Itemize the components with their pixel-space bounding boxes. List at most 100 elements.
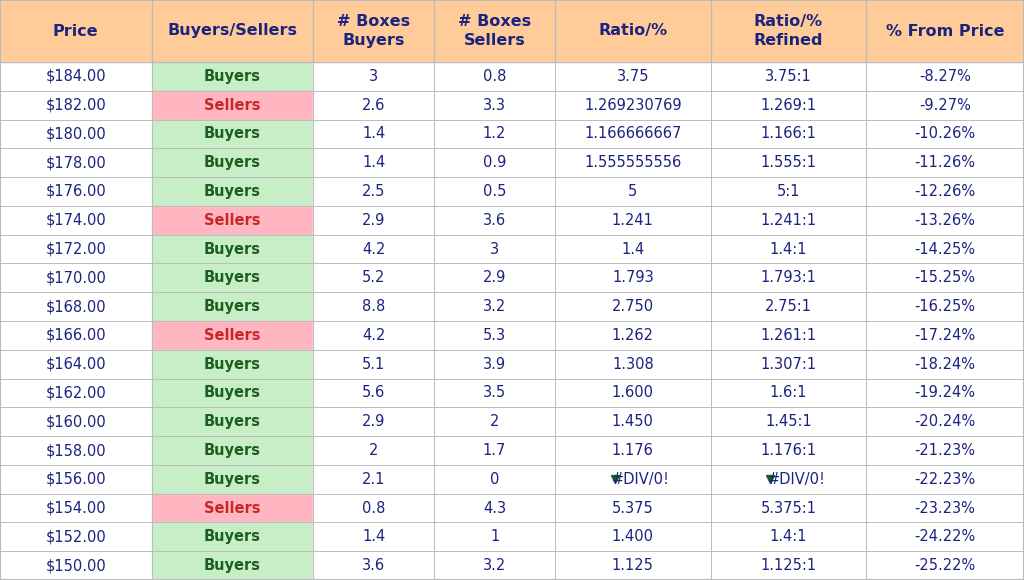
Text: 1.241: 1.241 xyxy=(612,213,653,228)
Text: # Boxes
Sellers: # Boxes Sellers xyxy=(458,14,531,48)
Text: 3.3: 3.3 xyxy=(483,97,506,113)
Text: Sellers: Sellers xyxy=(204,328,261,343)
Text: 5.1: 5.1 xyxy=(362,357,385,372)
Text: -8.27%: -8.27% xyxy=(920,69,971,84)
Text: Sellers: Sellers xyxy=(204,213,261,228)
Text: $154.00: $154.00 xyxy=(45,501,106,516)
Text: 2: 2 xyxy=(489,414,500,429)
Text: Buyers: Buyers xyxy=(204,126,261,142)
Text: 1.2: 1.2 xyxy=(483,126,506,142)
Text: 3.2: 3.2 xyxy=(483,299,506,314)
Text: -14.25%: -14.25% xyxy=(914,241,976,256)
Text: 1.269230769: 1.269230769 xyxy=(584,97,682,113)
Text: $150.00: $150.00 xyxy=(45,558,106,573)
Text: $156.00: $156.00 xyxy=(45,472,106,487)
Text: 1.308: 1.308 xyxy=(612,357,653,372)
Text: Buyers: Buyers xyxy=(204,299,261,314)
Text: -21.23%: -21.23% xyxy=(914,443,976,458)
Text: -15.25%: -15.25% xyxy=(914,270,976,285)
Text: 2.5: 2.5 xyxy=(362,184,385,199)
Text: 3: 3 xyxy=(370,69,378,84)
Text: 5.6: 5.6 xyxy=(362,386,385,400)
Text: 0.9: 0.9 xyxy=(483,155,506,170)
Text: Buyers: Buyers xyxy=(204,270,261,285)
Text: -23.23%: -23.23% xyxy=(914,501,976,516)
Text: -17.24%: -17.24% xyxy=(914,328,976,343)
Text: 1.4: 1.4 xyxy=(622,241,644,256)
Text: -16.25%: -16.25% xyxy=(914,299,976,314)
Text: 1.261:1: 1.261:1 xyxy=(761,328,816,343)
Text: Price: Price xyxy=(53,24,98,38)
Text: 1.600: 1.600 xyxy=(611,386,654,400)
Text: Buyers: Buyers xyxy=(204,386,261,400)
Text: -19.24%: -19.24% xyxy=(914,386,976,400)
Text: 1.45:1: 1.45:1 xyxy=(765,414,812,429)
Text: 4.2: 4.2 xyxy=(362,328,385,343)
Text: $182.00: $182.00 xyxy=(45,97,106,113)
Text: 1.555:1: 1.555:1 xyxy=(761,155,816,170)
Text: 0.5: 0.5 xyxy=(483,184,506,199)
Text: 1.4: 1.4 xyxy=(362,530,385,545)
Text: 5.375: 5.375 xyxy=(612,501,653,516)
Text: Buyers: Buyers xyxy=(204,558,261,573)
Text: 1.269:1: 1.269:1 xyxy=(761,97,816,113)
Text: 2: 2 xyxy=(369,443,379,458)
Text: 4.3: 4.3 xyxy=(483,501,506,516)
Text: 3.6: 3.6 xyxy=(362,558,385,573)
Text: 1.307:1: 1.307:1 xyxy=(761,357,816,372)
Text: 1.793:1: 1.793:1 xyxy=(761,270,816,285)
Text: % From Price: % From Price xyxy=(886,24,1005,38)
Text: 1.400: 1.400 xyxy=(611,530,654,545)
Text: 1.4: 1.4 xyxy=(362,155,385,170)
Text: 1.793: 1.793 xyxy=(612,270,653,285)
Text: 0.8: 0.8 xyxy=(362,501,385,516)
Text: 8.8: 8.8 xyxy=(362,299,385,314)
Text: Buyers: Buyers xyxy=(204,530,261,545)
Text: $172.00: $172.00 xyxy=(45,241,106,256)
Text: #DIV/0!: #DIV/0! xyxy=(768,472,825,487)
Text: Sellers: Sellers xyxy=(204,97,261,113)
Text: -18.24%: -18.24% xyxy=(914,357,976,372)
Text: $184.00: $184.00 xyxy=(45,69,106,84)
Text: 1.6:1: 1.6:1 xyxy=(770,386,807,400)
Text: 5.2: 5.2 xyxy=(362,270,385,285)
Text: Buyers/Sellers: Buyers/Sellers xyxy=(168,24,297,38)
Text: 0: 0 xyxy=(489,472,500,487)
Text: 1.241:1: 1.241:1 xyxy=(761,213,816,228)
Text: $180.00: $180.00 xyxy=(45,126,106,142)
Text: $174.00: $174.00 xyxy=(45,213,106,228)
Text: 3.9: 3.9 xyxy=(483,357,506,372)
Text: $176.00: $176.00 xyxy=(45,184,106,199)
Text: 1.7: 1.7 xyxy=(483,443,506,458)
Text: $162.00: $162.00 xyxy=(45,386,106,400)
Text: 2.1: 2.1 xyxy=(362,472,385,487)
Text: Ratio/%: Ratio/% xyxy=(598,24,668,38)
Text: 2.9: 2.9 xyxy=(362,414,385,429)
Text: 5.3: 5.3 xyxy=(483,328,506,343)
Text: 1.166666667: 1.166666667 xyxy=(584,126,682,142)
Text: 1.4:1: 1.4:1 xyxy=(770,530,807,545)
Text: -11.26%: -11.26% xyxy=(914,155,976,170)
Text: -20.24%: -20.24% xyxy=(914,414,976,429)
Text: 1.166:1: 1.166:1 xyxy=(761,126,816,142)
Text: $178.00: $178.00 xyxy=(45,155,106,170)
Text: 1: 1 xyxy=(489,530,500,545)
Text: 1.4: 1.4 xyxy=(362,126,385,142)
Text: 1.450: 1.450 xyxy=(612,414,653,429)
Text: Sellers: Sellers xyxy=(204,501,261,516)
Text: $160.00: $160.00 xyxy=(45,414,106,429)
Text: -25.22%: -25.22% xyxy=(914,558,976,573)
Text: 3.75:1: 3.75:1 xyxy=(765,69,812,84)
Text: Buyers: Buyers xyxy=(204,414,261,429)
Text: -10.26%: -10.26% xyxy=(914,126,976,142)
Text: Buyers: Buyers xyxy=(204,155,261,170)
Text: 2.750: 2.750 xyxy=(611,299,654,314)
Text: 4.2: 4.2 xyxy=(362,241,385,256)
Text: # Boxes
Buyers: # Boxes Buyers xyxy=(337,14,411,48)
Text: 1.555555556: 1.555555556 xyxy=(585,155,681,170)
Text: 1.125: 1.125 xyxy=(612,558,653,573)
Text: $152.00: $152.00 xyxy=(45,530,106,545)
Text: -24.22%: -24.22% xyxy=(914,530,976,545)
Text: Buyers: Buyers xyxy=(204,69,261,84)
Text: -13.26%: -13.26% xyxy=(914,213,976,228)
